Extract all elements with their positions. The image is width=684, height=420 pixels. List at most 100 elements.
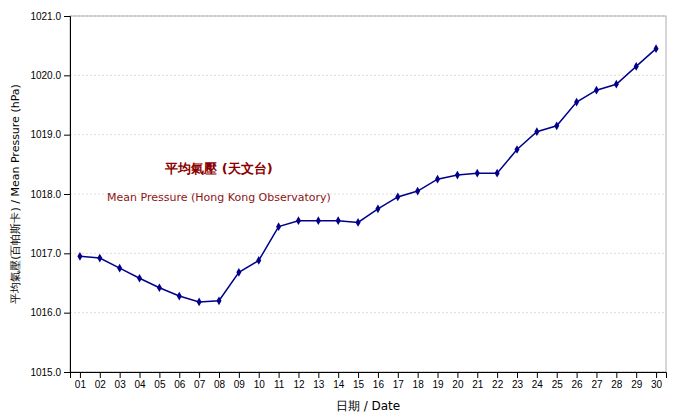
x-tick: 19 (432, 372, 444, 390)
grid-line (70, 253, 666, 254)
x-tick-mark (557, 372, 558, 378)
x-tick: 05 (154, 372, 166, 390)
x-tick-mark (358, 372, 359, 378)
y-tick: 1016.0 (30, 307, 70, 318)
point (236, 268, 241, 277)
point (336, 216, 341, 225)
x-tick-label: 20 (452, 379, 464, 390)
y-tick-mark (64, 135, 70, 136)
x-tick: 11 (274, 372, 285, 390)
x-tick-label: 12 (293, 379, 305, 390)
x-tick: 27 (591, 372, 603, 390)
x-tick-mark (577, 372, 578, 378)
grid-line (70, 75, 666, 76)
y-axis-title: 平均氣壓(百帕斯卡) / Mean Pressure (hPa) (9, 84, 22, 304)
x-tick-mark (140, 372, 141, 378)
point (634, 62, 639, 71)
x-axis-line (71, 373, 667, 379)
y-axis-line (64, 17, 71, 373)
x-axis: 0102030405060708091011121314151617181920… (71, 372, 667, 390)
x-tick: 01 (75, 372, 87, 390)
point (316, 216, 321, 225)
x-tick-mark (517, 372, 518, 378)
point (495, 169, 500, 178)
grid (70, 16, 666, 372)
point (534, 127, 539, 136)
x-tick-label: 19 (432, 379, 444, 390)
x-tick-label: 05 (154, 379, 166, 390)
point (256, 256, 261, 265)
x-tick-label: 17 (393, 379, 405, 390)
y-tick-mark (64, 313, 70, 314)
y-tick: 1020.0 (30, 70, 70, 81)
y-tick: 1019.0 (30, 129, 70, 140)
x-tick-mark (159, 372, 160, 378)
point (475, 169, 480, 178)
point (216, 296, 221, 305)
point (197, 298, 202, 307)
x-tick-mark (120, 372, 121, 378)
x-tick-mark (616, 372, 617, 378)
point (296, 216, 301, 225)
x-tick-label: 06 (174, 379, 186, 390)
point (375, 204, 380, 213)
point (554, 121, 559, 130)
line (80, 49, 656, 302)
x-tick-label: 07 (194, 379, 206, 390)
x-tick: 09 (234, 372, 246, 390)
marks (77, 44, 658, 306)
x-tick: 29 (631, 372, 643, 390)
x-tick: 13 (313, 372, 325, 390)
x-tick-label: 04 (134, 379, 146, 390)
x-tick-label: 11 (274, 379, 285, 390)
y-tick-mark (64, 372, 70, 373)
point (395, 193, 400, 202)
y-tick-mark (64, 16, 70, 17)
y-tick-label: 1020.0 (30, 70, 61, 81)
x-tick-mark (219, 372, 220, 378)
x-tick-mark (239, 372, 240, 378)
x-tick: 25 (552, 372, 564, 390)
x-tick-label: 28 (611, 379, 623, 390)
y-tick: 1018.0 (30, 189, 70, 200)
y-axis: 1015.01016.01017.01018.01019.01020.01021… (30, 11, 70, 378)
x-tick: 30 (651, 372, 663, 390)
plot: 0102030405060708091011121314151617181920… (30, 11, 666, 390)
x-tick: 26 (572, 372, 584, 390)
point (276, 222, 281, 231)
x-tick: 02 (95, 372, 107, 390)
x-tick-mark (418, 372, 419, 378)
point (177, 292, 182, 301)
y-tick-label: 1019.0 (30, 129, 61, 140)
point (137, 274, 142, 283)
point (614, 80, 619, 89)
x-tick-label: 27 (591, 379, 603, 390)
y-tick-mark (64, 194, 70, 195)
x-tick-label: 25 (552, 379, 564, 390)
x-tick-label: 23 (512, 379, 524, 390)
x-tick-label: 24 (532, 379, 544, 390)
grid-line (70, 312, 666, 313)
x-tick-label: 13 (313, 379, 325, 390)
x-tick: 08 (214, 372, 226, 390)
point (654, 44, 659, 53)
point (574, 98, 579, 107)
x-tick-mark (338, 372, 339, 378)
y-tick-mark (64, 75, 70, 76)
grid-line (70, 134, 666, 135)
x-tick-mark (318, 372, 319, 378)
point (455, 171, 460, 180)
x-tick: 17 (393, 372, 405, 390)
x-tick-label: 03 (115, 379, 127, 390)
y-tick-label: 1021.0 (30, 11, 61, 22)
x-tick-label: 29 (631, 379, 643, 390)
x-tick-mark (457, 372, 458, 378)
x-tick-mark (298, 372, 299, 378)
x-tick-label: 18 (413, 379, 425, 390)
x-tick: 12 (293, 372, 305, 390)
point (415, 187, 420, 196)
x-tick-mark (80, 372, 81, 378)
point (514, 145, 519, 154)
x-tick-mark (378, 372, 379, 378)
x-tick-label: 22 (492, 379, 504, 390)
